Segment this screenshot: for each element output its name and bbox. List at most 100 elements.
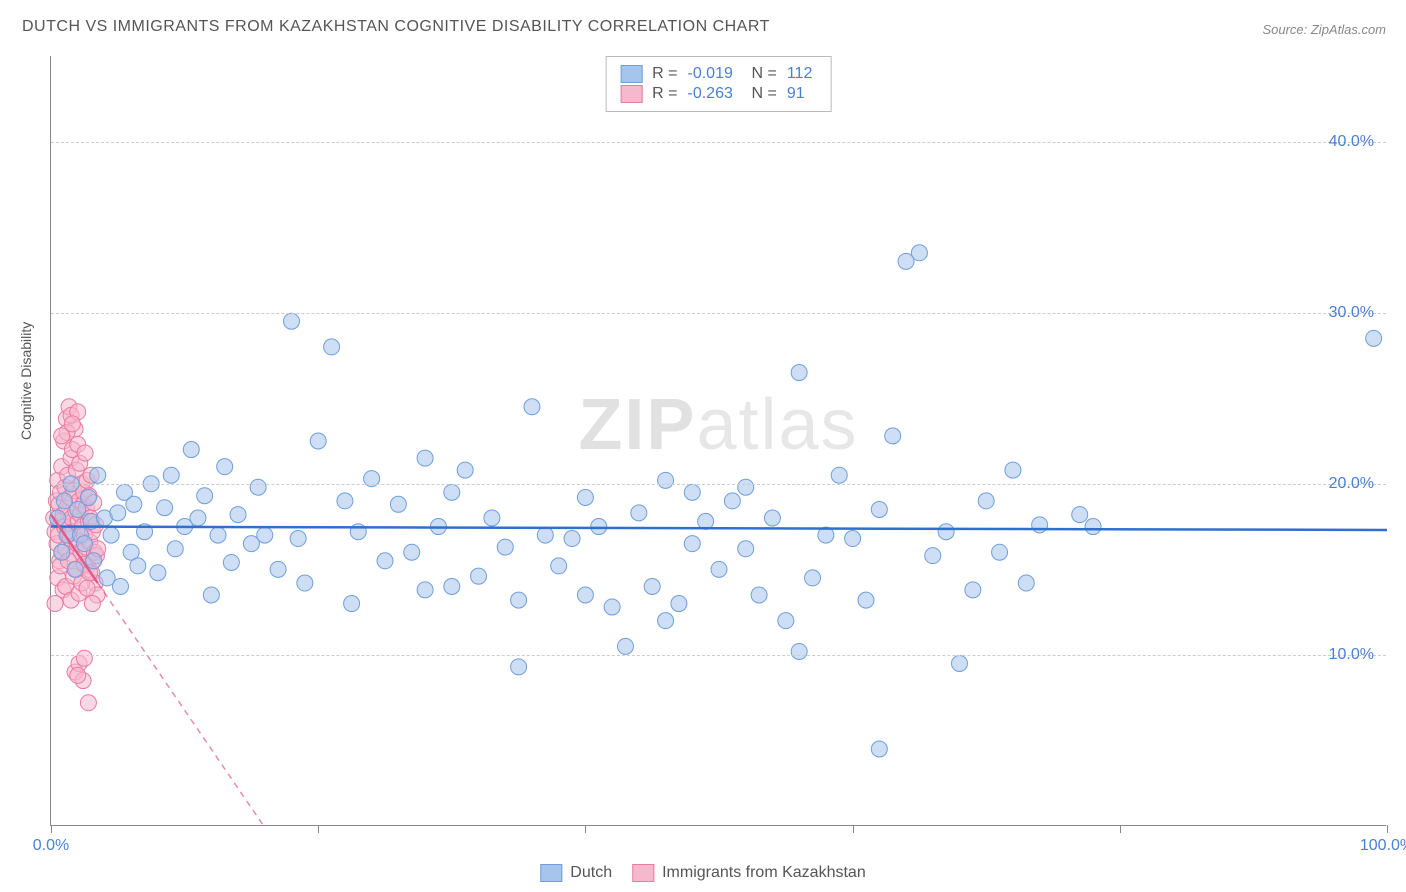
data-point bbox=[1032, 517, 1048, 533]
data-point bbox=[524, 399, 540, 415]
stats-row: R =-0.263N =91 bbox=[620, 85, 817, 103]
data-point bbox=[551, 558, 567, 574]
data-point bbox=[965, 582, 981, 598]
data-point bbox=[871, 501, 887, 517]
data-point bbox=[417, 582, 433, 598]
data-point bbox=[885, 428, 901, 444]
data-point bbox=[631, 505, 647, 521]
data-point bbox=[190, 510, 206, 526]
data-point bbox=[112, 578, 128, 594]
data-point bbox=[444, 578, 460, 594]
y-tick-label: 10.0% bbox=[1329, 646, 1374, 664]
legend-item: Dutch bbox=[540, 864, 612, 882]
data-point bbox=[845, 531, 861, 547]
correlation-stats-box: R =-0.019N =112R =-0.263N =91 bbox=[605, 56, 832, 112]
stat-n-label: N = bbox=[752, 65, 777, 83]
data-point bbox=[110, 505, 126, 521]
trend-line bbox=[51, 527, 1387, 530]
data-point bbox=[658, 472, 674, 488]
data-point bbox=[511, 659, 527, 675]
stats-row: R = -0.019 N = 112 bbox=[620, 65, 817, 83]
data-point bbox=[64, 416, 80, 432]
data-point bbox=[751, 587, 767, 603]
data-point bbox=[197, 488, 213, 504]
data-point bbox=[183, 442, 199, 458]
data-point bbox=[1366, 330, 1382, 346]
data-point bbox=[77, 445, 93, 461]
data-point bbox=[126, 496, 142, 512]
data-point bbox=[1072, 507, 1088, 523]
data-point bbox=[210, 527, 226, 543]
data-point bbox=[444, 484, 460, 500]
data-point bbox=[577, 489, 593, 505]
x-tick bbox=[585, 825, 586, 833]
data-point bbox=[604, 599, 620, 615]
y-tick-label: 40.0% bbox=[1329, 133, 1374, 151]
data-point bbox=[76, 650, 92, 666]
data-point bbox=[150, 565, 166, 581]
data-point bbox=[76, 536, 92, 552]
data-point bbox=[738, 479, 754, 495]
data-point bbox=[324, 339, 340, 355]
data-point bbox=[90, 467, 106, 483]
data-point bbox=[871, 741, 887, 757]
x-tick-label: 100.0% bbox=[1360, 837, 1406, 855]
series-legend: Dutch Immigrants from Kazakhstan bbox=[540, 864, 865, 882]
x-tick bbox=[318, 825, 319, 833]
data-point bbox=[290, 531, 306, 547]
gridline-h bbox=[51, 313, 1386, 314]
data-point bbox=[684, 536, 700, 552]
data-point bbox=[911, 245, 927, 261]
stat-n-value: 91 bbox=[787, 85, 817, 103]
data-point bbox=[671, 596, 687, 612]
data-point bbox=[79, 580, 95, 596]
data-point bbox=[511, 592, 527, 608]
stats-swatch bbox=[620, 85, 642, 103]
data-point bbox=[684, 484, 700, 500]
data-point bbox=[80, 489, 96, 505]
data-point bbox=[617, 638, 633, 654]
data-point bbox=[925, 548, 941, 564]
x-tick-label: 0.0% bbox=[33, 837, 69, 855]
data-point bbox=[390, 496, 406, 512]
data-point bbox=[337, 493, 353, 509]
data-point bbox=[791, 643, 807, 659]
stat-n-label: N = bbox=[752, 85, 777, 103]
scatter-plot-svg bbox=[51, 56, 1386, 825]
data-point bbox=[70, 667, 86, 683]
data-point bbox=[157, 500, 173, 516]
trend-line-extension bbox=[98, 583, 265, 827]
data-point bbox=[1085, 519, 1101, 535]
legend-swatch bbox=[632, 864, 654, 882]
stats-swatch bbox=[620, 65, 642, 83]
gridline-h bbox=[51, 484, 1386, 485]
data-point bbox=[310, 433, 326, 449]
data-point bbox=[711, 561, 727, 577]
data-point bbox=[217, 459, 233, 475]
gridline-h bbox=[51, 655, 1386, 656]
y-tick-label: 30.0% bbox=[1329, 304, 1374, 322]
chart-plot-area: ZIPatlas R =-0.019N =112R =-0.263N =91 1… bbox=[50, 56, 1386, 826]
data-point bbox=[167, 541, 183, 557]
data-point bbox=[377, 553, 393, 569]
data-point bbox=[404, 544, 420, 560]
data-point bbox=[591, 519, 607, 535]
data-point bbox=[791, 365, 807, 381]
data-point bbox=[858, 592, 874, 608]
stat-r-value: -0.019 bbox=[688, 65, 742, 83]
data-point bbox=[778, 613, 794, 629]
y-axis-label: Cognitive Disability bbox=[18, 322, 34, 440]
data-point bbox=[130, 558, 146, 574]
data-point bbox=[644, 578, 660, 594]
legend-label: Immigrants from Kazakhstan bbox=[662, 864, 866, 882]
stat-n-value: 112 bbox=[787, 65, 817, 83]
data-point bbox=[992, 544, 1008, 560]
stat-r-label: R = bbox=[652, 65, 677, 83]
data-point bbox=[203, 587, 219, 603]
data-point bbox=[417, 450, 433, 466]
data-point bbox=[831, 467, 847, 483]
data-point bbox=[283, 313, 299, 329]
data-point bbox=[577, 587, 593, 603]
legend-item: Immigrants from Kazakhstan bbox=[632, 864, 866, 882]
x-tick bbox=[1120, 825, 1121, 833]
